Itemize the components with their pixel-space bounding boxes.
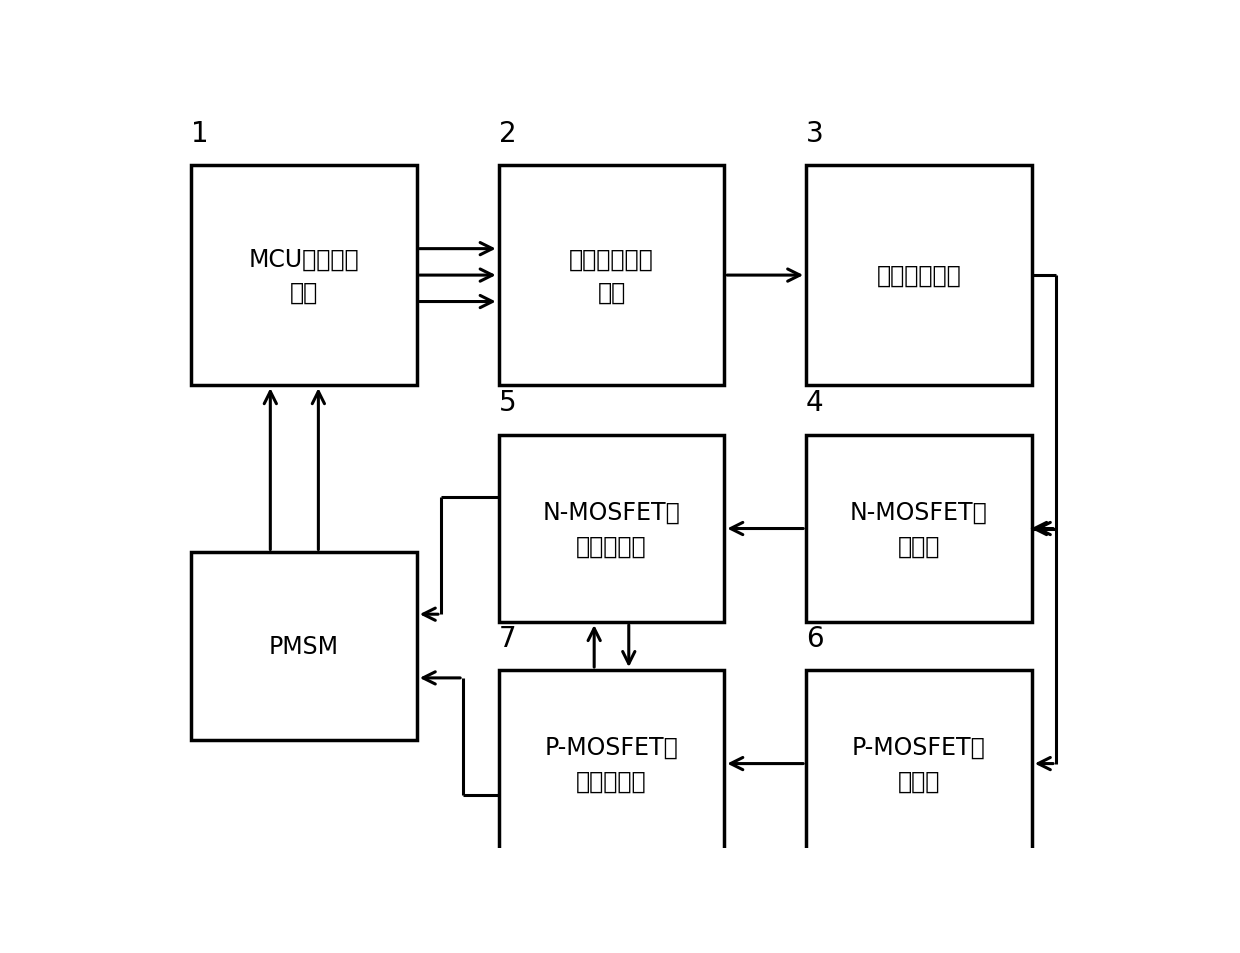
Text: P-MOSFET控
制模块: P-MOSFET控 制模块 xyxy=(852,735,986,793)
Text: MCU运算控制
模块: MCU运算控制 模块 xyxy=(249,247,360,305)
Text: PMSM: PMSM xyxy=(269,635,339,659)
Bar xyxy=(191,166,417,386)
Bar xyxy=(498,670,724,858)
Text: P-MOSFET死
区产生模块: P-MOSFET死 区产生模块 xyxy=(544,735,678,793)
Bar xyxy=(498,436,724,622)
Bar xyxy=(806,166,1032,386)
Text: 3: 3 xyxy=(806,119,823,148)
Text: 6: 6 xyxy=(806,624,823,652)
Text: 5: 5 xyxy=(498,389,516,417)
Text: 1: 1 xyxy=(191,119,208,148)
Bar xyxy=(806,670,1032,858)
Text: 反向输出模块: 反向输出模块 xyxy=(877,264,961,288)
Text: N-MOSFET死
区产生模块: N-MOSFET死 区产生模块 xyxy=(543,500,681,558)
Bar xyxy=(191,553,417,740)
Bar xyxy=(498,166,724,386)
Text: N-MOSFET控
制模块: N-MOSFET控 制模块 xyxy=(851,500,988,558)
Text: 高速光耦隔离
模块: 高速光耦隔离 模块 xyxy=(569,247,653,305)
Text: 7: 7 xyxy=(498,624,516,652)
Text: 4: 4 xyxy=(806,389,823,417)
Text: 2: 2 xyxy=(498,119,516,148)
Bar xyxy=(806,436,1032,622)
